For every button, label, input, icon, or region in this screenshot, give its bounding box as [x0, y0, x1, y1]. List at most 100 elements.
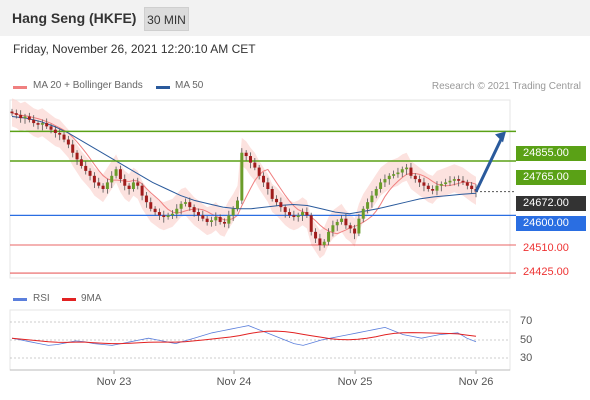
- candle-body: [396, 172, 400, 175]
- candle-body: [32, 119, 36, 124]
- candle-body: [244, 152, 248, 157]
- candle-body: [114, 169, 118, 176]
- candle-body: [461, 180, 465, 183]
- candle-body: [196, 212, 200, 216]
- bollinger-band: [12, 98, 476, 259]
- candle-body: [214, 217, 218, 221]
- rsi-legend-label: RSI: [33, 293, 50, 304]
- candle-body: [62, 134, 66, 140]
- candle-body: [153, 208, 157, 213]
- candle-body: [305, 212, 309, 216]
- candle-body: [387, 175, 391, 180]
- candle-body: [118, 169, 122, 180]
- ma50-legend-label: MA 50: [175, 80, 204, 91]
- candle-body: [183, 202, 187, 204]
- candle-body: [327, 231, 331, 242]
- candle-body: [374, 189, 378, 196]
- ma9-legend-swatch: [62, 298, 76, 301]
- candle-body: [209, 220, 213, 222]
- candle-body: [331, 225, 335, 232]
- candle-body: [309, 215, 313, 232]
- rsi-tick-50: 50: [520, 334, 533, 346]
- candle-body: [75, 152, 79, 160]
- x-label-nov25: Nov 25: [337, 376, 373, 388]
- candle-body: [361, 208, 365, 219]
- candle-body: [344, 218, 348, 226]
- price-panel-frame: [9, 99, 511, 279]
- candle-body: [144, 195, 148, 203]
- rsi-ma9-line: [11, 330, 477, 345]
- pivot-label: 24600.00: [516, 216, 586, 231]
- candle-body: [136, 182, 140, 186]
- candle-body: [110, 175, 114, 183]
- candle-body: [444, 182, 448, 185]
- ma20-legend-swatch: [13, 86, 27, 89]
- rsi-tick-30: 30: [520, 352, 533, 364]
- candle-body: [422, 182, 426, 186]
- candle-body: [235, 200, 239, 209]
- candle-body: [405, 167, 409, 170]
- candle-body: [262, 175, 266, 183]
- interval-button[interactable]: 30 MIN: [144, 7, 189, 31]
- bollinger-fill: [12, 98, 476, 259]
- candle-body: [45, 123, 49, 127]
- candle-body: [10, 111, 14, 114]
- candle-body: [66, 139, 70, 145]
- candle-body: [36, 123, 40, 125]
- candle-body: [175, 208, 179, 214]
- candle-body: [249, 156, 253, 163]
- candle-body: [84, 165, 88, 171]
- arrow-head: [495, 131, 506, 143]
- rsi-panel: [10, 321, 510, 374]
- candle-body: [257, 167, 261, 176]
- candle-body: [240, 152, 244, 201]
- instrument-title: Hang Seng (HKFE): [12, 10, 137, 26]
- candle-body: [366, 202, 370, 209]
- candle-body: [439, 184, 443, 186]
- candle-body: [227, 215, 231, 224]
- candle-body: [409, 167, 413, 176]
- candle-body: [340, 218, 344, 222]
- candle-body: [162, 215, 166, 218]
- candle-body: [379, 182, 383, 189]
- candle-body: [71, 144, 75, 153]
- chart-datetime: Friday, November 26, 2021 12:20:10 AM CE…: [13, 42, 256, 56]
- ma20-legend-label: MA 20 + Bollinger Bands: [33, 80, 143, 91]
- candle-body: [157, 212, 161, 216]
- candle-body: [131, 182, 135, 189]
- candle-body: [201, 215, 205, 219]
- candle-body: [19, 114, 23, 119]
- candle-body: [353, 228, 357, 234]
- credit-text: Research © 2021 Trading Central: [431, 81, 581, 92]
- candle-body: [166, 215, 170, 218]
- candle-body: [266, 182, 270, 189]
- candle-body: [314, 231, 318, 239]
- ma20-line: [11, 112, 477, 235]
- forecast-arrow: [474, 131, 506, 193]
- candle-body: [413, 175, 417, 180]
- candle-body: [301, 212, 305, 216]
- x-label-nov23: Nov 23: [96, 376, 132, 388]
- rsi-tick-70: 70: [520, 315, 533, 327]
- candle-body: [370, 195, 374, 203]
- candle-body: [288, 212, 292, 216]
- support-2-label: 24425.00: [523, 266, 569, 278]
- candle-body: [335, 221, 339, 226]
- candle-body: [97, 182, 101, 186]
- candle-body: [292, 215, 296, 218]
- candle-body: [140, 185, 144, 196]
- candle-body: [418, 179, 422, 183]
- candle-body: [253, 162, 257, 168]
- resistance-1-label: 24765.00: [516, 170, 586, 185]
- moving-averages: [11, 112, 477, 235]
- candle-body: [170, 213, 174, 216]
- price-levels: [10, 130, 516, 274]
- candle-body: [49, 126, 53, 130]
- candle-body: [105, 182, 109, 189]
- candle-body: [218, 217, 222, 222]
- candle-body: [318, 238, 322, 246]
- x-label-nov26: Nov 26: [458, 376, 494, 388]
- candle-body: [435, 185, 439, 191]
- candle-body: [448, 180, 452, 183]
